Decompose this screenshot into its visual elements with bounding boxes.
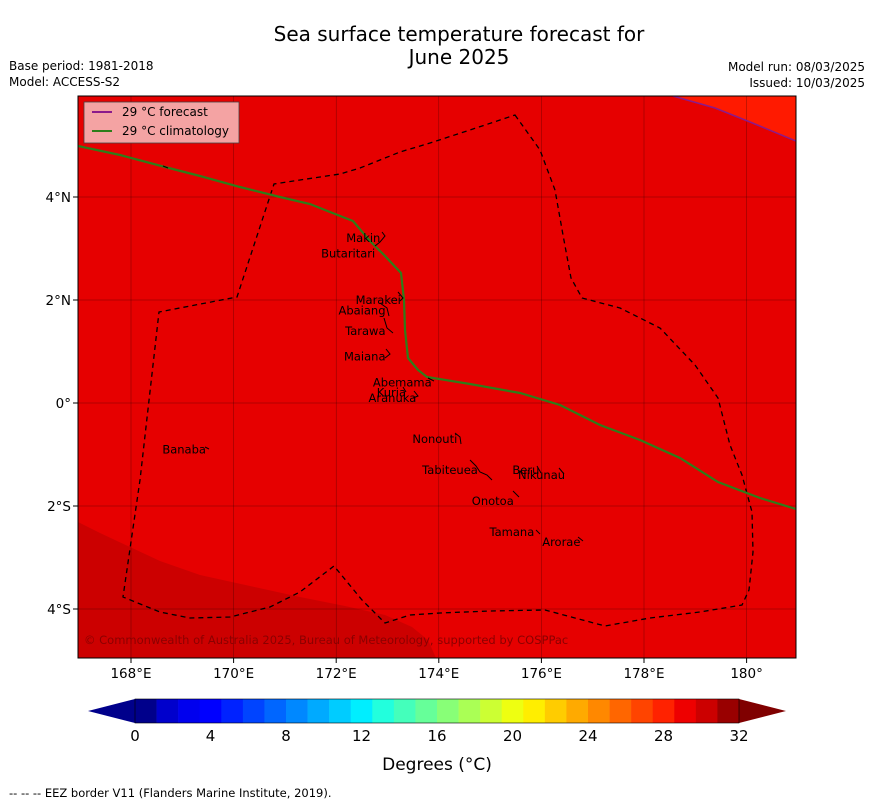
base-period: Base period: 1981-2018 bbox=[9, 59, 154, 73]
colorbar-cell bbox=[523, 699, 546, 723]
legend-forecast-label: 29 °C forecast bbox=[122, 105, 208, 119]
map-title-line-2: June 2025 bbox=[408, 45, 510, 69]
colorbar-cell bbox=[501, 699, 524, 723]
sst-main-region bbox=[78, 96, 796, 658]
colorbar-cell bbox=[264, 699, 287, 723]
colorbar-tick-label: 20 bbox=[503, 727, 522, 745]
sst-cooler-region bbox=[78, 522, 436, 658]
colorbar-cell bbox=[437, 699, 459, 723]
colorbar-cell bbox=[178, 699, 201, 723]
colorbar-frame bbox=[134, 698, 740, 724]
colorbar-cell bbox=[415, 699, 438, 723]
issued-date: Issued: 10/03/2025 bbox=[749, 76, 865, 90]
climatology-29c-isotherm bbox=[78, 144, 796, 511]
colorbar-cell bbox=[156, 699, 179, 723]
copyright-notice: © Commonwealth of Australia 2025, Bureau… bbox=[84, 633, 568, 647]
colorbar-tick-label: 24 bbox=[578, 727, 597, 745]
island-label: Maiana bbox=[344, 350, 386, 364]
colorbar-cell bbox=[631, 699, 654, 723]
colorbar-unit-label: Degrees (°C) bbox=[382, 755, 492, 775]
colorbar-tick-label: 28 bbox=[654, 727, 673, 745]
colorbar-tick-label: 12 bbox=[352, 727, 371, 745]
colorbar-cell bbox=[588, 699, 610, 723]
x-tick-label: 172°E bbox=[316, 666, 357, 682]
island-label: Tamana bbox=[489, 525, 535, 539]
y-tick-label: 4°N bbox=[46, 190, 71, 206]
y-tick-label: 2°S bbox=[47, 499, 71, 515]
colorbar-cell bbox=[221, 699, 244, 723]
colorbar-cell bbox=[350, 699, 373, 723]
island-label: Kuria bbox=[377, 386, 406, 400]
island-label: Aranuka bbox=[369, 391, 417, 405]
eez-footnote: -- -- -- EEZ border V11 (Flanders Marine… bbox=[9, 786, 332, 800]
island-label: Tabiteuea bbox=[421, 463, 478, 477]
colorbar-cell bbox=[566, 699, 589, 723]
island-label: Beru bbox=[512, 463, 539, 477]
colorbar-cell bbox=[372, 699, 395, 723]
colorbar-cell bbox=[286, 699, 308, 723]
longitude-ticks: 168°E 170°E 172°E 174°E 176°E 178°E 180° bbox=[110, 658, 763, 682]
y-tick-label: 2°N bbox=[46, 293, 71, 309]
colorbar-min-extension bbox=[88, 699, 135, 723]
colorbar-cell bbox=[135, 699, 157, 723]
legend-climatology-label: 29 °C climatology bbox=[122, 124, 229, 138]
colorbar-cell bbox=[307, 699, 330, 723]
colorbar-cells bbox=[135, 699, 740, 723]
island-label: Makin bbox=[346, 231, 380, 245]
island-label: Butaritari bbox=[321, 247, 375, 261]
eez-border bbox=[122, 114, 754, 627]
y-tick-label: 0° bbox=[56, 396, 71, 412]
model-run: Model run: 08/03/2025 bbox=[727, 60, 865, 74]
colorbar-cell bbox=[674, 699, 697, 723]
island-label: Abemama bbox=[373, 375, 432, 389]
colorbar-cell bbox=[652, 699, 675, 723]
colorbar-tick-label: 4 bbox=[206, 727, 216, 745]
colorbar-cell bbox=[695, 699, 718, 723]
colorbar-max-extension bbox=[739, 699, 786, 723]
x-tick-label: 170°E bbox=[213, 666, 254, 682]
island-label: Onotoa bbox=[472, 494, 514, 508]
colorbar-cell bbox=[242, 699, 265, 723]
x-tick-label: 174°E bbox=[418, 666, 459, 682]
y-tick-label: 4°S bbox=[47, 602, 71, 618]
island-label: Nikunau bbox=[518, 468, 565, 482]
island-label: Abaiang bbox=[338, 303, 385, 317]
colorbar-tick-label: 8 bbox=[281, 727, 291, 745]
colorbar: 0 4 8 12 16 20 24 28 32 Degrees (°C) bbox=[88, 698, 786, 775]
colorbar-cell bbox=[393, 699, 416, 723]
map-title-line-1: Sea surface temperature forecast for bbox=[273, 22, 645, 46]
colorbar-cell bbox=[329, 699, 352, 723]
model-name: Model: ACCESS-S2 bbox=[9, 75, 121, 89]
latitude-ticks: 4°N 2°N 0° 2°S 4°S bbox=[46, 190, 78, 618]
island-label: Tarawa bbox=[344, 324, 385, 338]
colorbar-cell bbox=[480, 699, 503, 723]
colorbar-tick-label: 16 bbox=[427, 727, 446, 745]
colorbar-tick-label: 0 bbox=[130, 727, 140, 745]
island-outlines bbox=[162, 165, 584, 542]
forecast-29c-isotherm bbox=[672, 96, 796, 142]
x-tick-label: 178°E bbox=[623, 666, 664, 682]
island-label: Marakei bbox=[356, 293, 401, 307]
sst-warmer-region bbox=[673, 96, 796, 141]
legend: 29 °C forecast 29 °C climatology bbox=[83, 101, 240, 144]
colorbar-cell bbox=[717, 699, 740, 723]
map-frame bbox=[77, 95, 797, 659]
colorbar-tick-label: 32 bbox=[729, 727, 748, 745]
island-label: Banaba bbox=[162, 442, 206, 456]
colorbar-ticks: 0 4 8 12 16 20 24 28 32 bbox=[130, 727, 748, 745]
colorbar-cell bbox=[458, 699, 481, 723]
graticule bbox=[78, 96, 796, 658]
island-label: Nonouti bbox=[412, 432, 457, 446]
x-tick-label: 176°E bbox=[521, 666, 562, 682]
colorbar-cell bbox=[199, 699, 222, 723]
island-label: Arorae bbox=[542, 535, 580, 549]
legend-box bbox=[83, 101, 240, 144]
colorbar-cell bbox=[544, 699, 567, 723]
x-tick-label: 168°E bbox=[110, 666, 151, 682]
x-tick-label: 180° bbox=[730, 666, 763, 682]
colorbar-cell bbox=[609, 699, 632, 723]
